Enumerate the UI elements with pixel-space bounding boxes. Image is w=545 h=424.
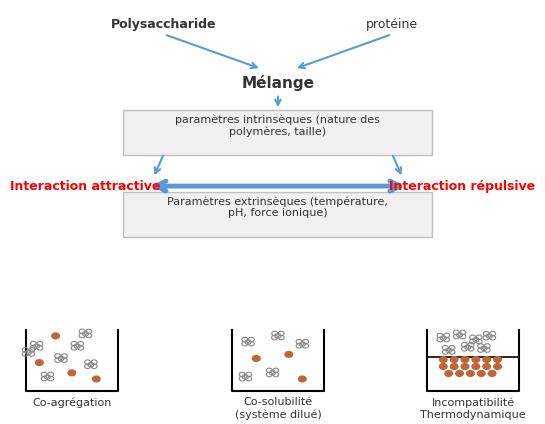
Circle shape [68, 370, 76, 376]
Circle shape [445, 371, 452, 377]
Text: Mélange: Mélange [241, 75, 314, 91]
Circle shape [483, 357, 490, 363]
Circle shape [461, 357, 469, 363]
Text: Interaction répulsive: Interaction répulsive [389, 180, 536, 192]
Circle shape [35, 360, 43, 365]
Circle shape [472, 364, 480, 369]
Circle shape [439, 364, 447, 369]
Circle shape [494, 364, 501, 369]
Circle shape [461, 364, 469, 369]
Circle shape [450, 364, 458, 369]
Circle shape [450, 357, 458, 363]
Circle shape [52, 333, 59, 339]
Text: Incompatibilité
Thermodynamique: Incompatibilité Thermodynamique [420, 397, 526, 420]
Circle shape [494, 357, 501, 363]
Text: Paramètres extrinsèques (température,
pH, force ionique): Paramètres extrinsèques (température, pH… [167, 196, 389, 218]
Circle shape [483, 364, 490, 369]
Circle shape [285, 351, 293, 357]
FancyBboxPatch shape [123, 192, 432, 237]
Circle shape [439, 357, 447, 363]
Circle shape [488, 371, 496, 377]
Text: paramètres intrinsèques (nature des
polymères, taille): paramètres intrinsèques (nature des poly… [175, 114, 380, 137]
Text: Co-solubilité
(système dilué): Co-solubilité (système dilué) [234, 397, 322, 420]
Text: Co-agrégation: Co-agrégation [32, 397, 112, 408]
Circle shape [467, 371, 474, 377]
Circle shape [299, 376, 306, 382]
Circle shape [477, 371, 485, 377]
FancyBboxPatch shape [123, 110, 432, 155]
Circle shape [252, 356, 260, 361]
Circle shape [472, 357, 480, 363]
Circle shape [93, 376, 100, 382]
Text: protéine: protéine [366, 18, 418, 31]
Text: Interaction attractive: Interaction attractive [9, 180, 160, 192]
Text: Polysaccharide: Polysaccharide [111, 18, 217, 31]
Circle shape [456, 371, 463, 377]
